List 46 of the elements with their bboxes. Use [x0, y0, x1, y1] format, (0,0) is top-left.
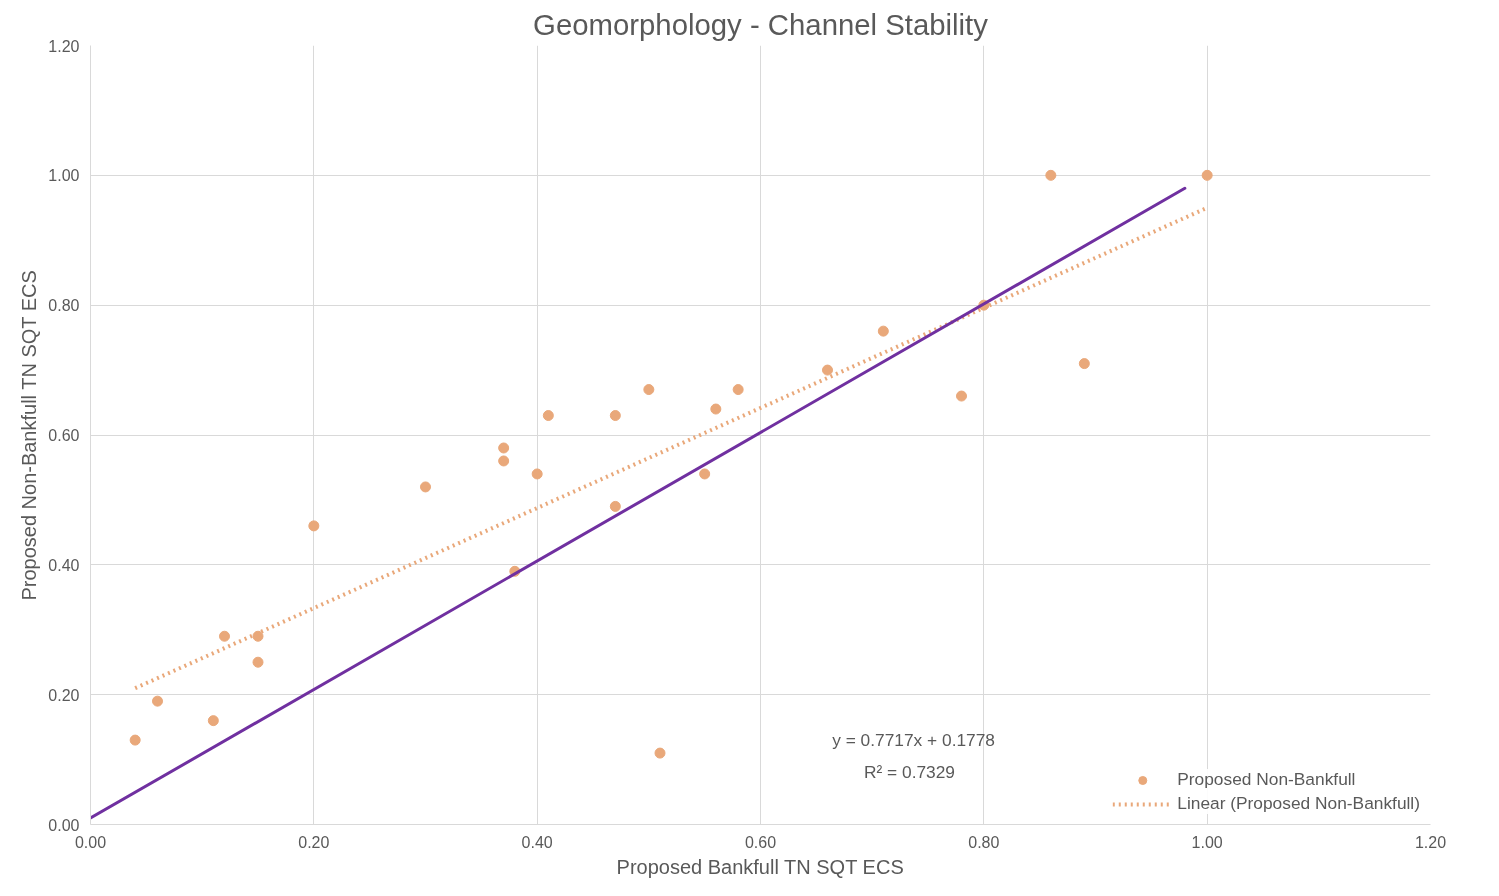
- point: [710, 403, 722, 415]
- y-tick-label: 0.40: [48, 556, 80, 574]
- point: [498, 442, 510, 454]
- x-axis-title: Proposed Bankfull TN SQT ECS: [616, 855, 904, 878]
- chart-title: Geomorphology - Channel Stability: [533, 7, 989, 41]
- point: [1078, 358, 1090, 370]
- x-tick-label: 0.80: [968, 833, 1000, 851]
- point: [129, 734, 141, 746]
- point: [531, 468, 543, 480]
- legend-label: Linear (Proposed Non-Bankfull): [1177, 793, 1420, 814]
- point: [252, 656, 264, 668]
- point: [609, 500, 621, 512]
- y-tick-label: 1.20: [48, 37, 80, 55]
- annotation: R² = 0.7329: [863, 762, 956, 783]
- point: [877, 325, 889, 337]
- x-tick-label: 1.00: [1191, 833, 1223, 851]
- point: [1045, 169, 1057, 181]
- y-axis-title: Proposed Non-Bankfull TN SQT ECS: [18, 270, 41, 601]
- point: [498, 455, 510, 467]
- point: [654, 747, 666, 759]
- point: [542, 410, 554, 422]
- point: [207, 715, 219, 727]
- x-tick-label: 0.40: [521, 833, 553, 851]
- point: [308, 520, 320, 532]
- x-tick-label: 0.20: [298, 833, 330, 851]
- x-tick-label: 0.00: [74, 833, 107, 851]
- point: [219, 630, 230, 642]
- legend-label: Proposed Non-Bankfull: [1177, 769, 1356, 790]
- point: [609, 410, 621, 422]
- y-tick-label: 0.80: [48, 297, 80, 315]
- point: [152, 695, 163, 707]
- point: [956, 390, 967, 402]
- x-tick-label: 1.20: [1414, 833, 1447, 851]
- y-tick-label: 1.00: [48, 167, 80, 185]
- point: [732, 384, 744, 396]
- y-tick-label: 0.00: [48, 816, 80, 834]
- x-tick-label: 0.60: [744, 833, 777, 851]
- point: [420, 481, 431, 493]
- y-tick-label: 0.60: [48, 427, 80, 444]
- point: [643, 384, 655, 396]
- point: [822, 364, 833, 376]
- point: [252, 630, 264, 642]
- point: [1201, 169, 1213, 181]
- annotation: y = 0.7717x + 0.1778: [832, 729, 995, 750]
- point: [699, 468, 711, 480]
- y-tick-label: 0.20: [48, 686, 80, 704]
